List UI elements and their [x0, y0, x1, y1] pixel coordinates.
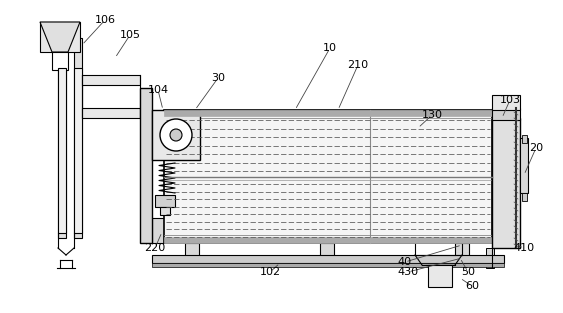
- Circle shape: [160, 119, 192, 151]
- Text: 106: 106: [95, 15, 115, 25]
- Bar: [160, 207, 170, 215]
- Bar: [522, 135, 527, 143]
- Bar: [140, 88, 152, 243]
- Text: 30: 30: [211, 73, 225, 83]
- Bar: [428, 265, 452, 287]
- Bar: [188, 255, 196, 263]
- Text: 130: 130: [422, 110, 443, 120]
- Bar: [82, 108, 140, 118]
- Bar: [74, 38, 82, 238]
- Bar: [320, 243, 334, 257]
- Bar: [152, 263, 504, 267]
- Bar: [520, 138, 528, 193]
- Bar: [492, 95, 520, 110]
- Bar: [185, 243, 199, 257]
- Text: 60: 60: [465, 281, 479, 291]
- Bar: [74, 68, 82, 233]
- Bar: [486, 248, 494, 268]
- Bar: [152, 218, 164, 243]
- Bar: [455, 243, 469, 257]
- Bar: [155, 195, 175, 207]
- Text: 220: 220: [144, 243, 166, 253]
- Bar: [152, 255, 504, 263]
- Polygon shape: [40, 22, 80, 52]
- Bar: [58, 38, 66, 238]
- Bar: [492, 108, 520, 120]
- Text: 102: 102: [260, 267, 280, 277]
- Bar: [323, 255, 331, 263]
- Text: 10: 10: [323, 43, 337, 53]
- Text: 50: 50: [461, 267, 475, 277]
- Text: 104: 104: [148, 85, 168, 95]
- Bar: [58, 68, 66, 233]
- Bar: [82, 75, 140, 85]
- Text: 20: 20: [529, 143, 543, 153]
- Bar: [40, 22, 80, 52]
- Bar: [52, 52, 68, 70]
- Text: 40: 40: [398, 257, 412, 267]
- Text: 410: 410: [513, 243, 534, 253]
- Text: 210: 210: [347, 60, 369, 70]
- Bar: [152, 110, 200, 160]
- Bar: [492, 118, 520, 248]
- Text: 430: 430: [397, 267, 418, 277]
- Text: 103: 103: [499, 95, 521, 105]
- Text: 105: 105: [119, 30, 141, 40]
- Circle shape: [170, 129, 182, 141]
- Bar: [164, 110, 492, 116]
- Bar: [164, 110, 492, 243]
- Bar: [164, 237, 492, 243]
- Bar: [522, 193, 527, 201]
